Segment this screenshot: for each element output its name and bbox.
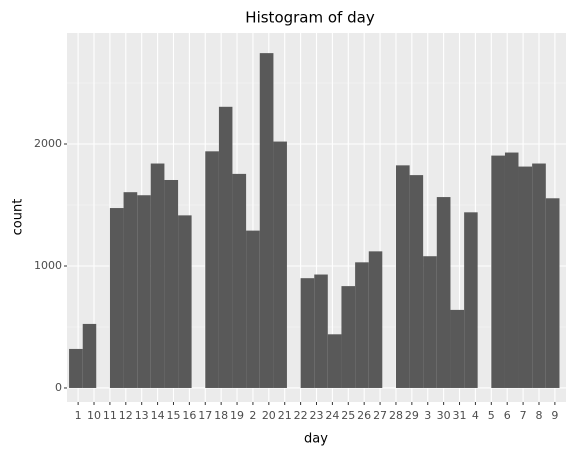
bar: [205, 151, 219, 388]
x-tick-label: 8: [535, 409, 542, 422]
y-axis-label: count: [11, 199, 26, 236]
x-tick-label: 15: [166, 409, 180, 422]
x-tick-label: 7: [520, 409, 527, 422]
x-tick-label: 30: [437, 409, 451, 422]
x-tick-label: 25: [341, 409, 355, 422]
x-tick-label: 5: [488, 409, 495, 422]
bar: [150, 163, 165, 388]
x-tick-label: 1: [75, 409, 82, 422]
bar: [300, 278, 315, 388]
bar: [532, 163, 546, 388]
bar: [355, 262, 369, 388]
chart-title: Histogram of day: [245, 9, 375, 27]
bar: [395, 165, 410, 388]
x-tick-label: 10: [87, 409, 101, 422]
bar: [436, 197, 451, 388]
bar: [164, 179, 179, 388]
bar: [450, 309, 465, 388]
y-tick-label: 0: [55, 381, 62, 394]
x-axis-label: day: [304, 432, 328, 447]
bar: [409, 175, 424, 388]
x-tick-label: 13: [135, 409, 149, 422]
x-tick-label: 21: [278, 409, 292, 422]
x-tick-label: 4: [472, 409, 479, 422]
bar: [545, 198, 560, 388]
bar: [491, 155, 505, 388]
x-tick-label: 16: [182, 409, 196, 422]
bar: [314, 274, 328, 388]
bar: [423, 256, 437, 388]
y-tick-label: 1000: [34, 259, 62, 272]
bar: [123, 192, 138, 388]
bar: [341, 286, 356, 388]
bar: [218, 106, 233, 388]
x-tick-label: 28: [389, 409, 403, 422]
x-tick-label: 24: [325, 409, 339, 422]
bar: [368, 251, 383, 388]
x-tick-label: 6: [504, 409, 511, 422]
x-tick-label: 12: [119, 409, 133, 422]
x-tick-label: 31: [453, 409, 467, 422]
x-tick-label: 29: [405, 409, 419, 422]
x-tick-label: 2: [249, 409, 256, 422]
x-tick-label: 27: [373, 409, 387, 422]
x-tick-label: 20: [262, 409, 276, 422]
bar: [464, 212, 478, 388]
bar: [109, 208, 124, 388]
x-tick-label: 9: [551, 409, 558, 422]
x-tick-label: 14: [151, 409, 165, 422]
bar: [137, 195, 151, 388]
bar: [232, 173, 247, 388]
x-tick-label: 3: [424, 409, 431, 422]
x-tick-label: 18: [214, 409, 228, 422]
x-tick-label: 23: [310, 409, 324, 422]
bar: [246, 230, 260, 388]
x-tick-label: 26: [357, 409, 371, 422]
x-tick-label: 11: [103, 409, 117, 422]
bar: [259, 53, 274, 388]
bar: [178, 215, 192, 388]
bar: [273, 141, 287, 388]
bar: [82, 323, 97, 388]
bar: [327, 334, 342, 388]
y-tick-label: 2000: [34, 137, 62, 150]
x-tick-label: 22: [294, 409, 308, 422]
bar: [518, 166, 533, 388]
x-tick-label: 19: [230, 409, 244, 422]
x-tick-label: 17: [198, 409, 212, 422]
bar: [69, 348, 83, 388]
bar: [504, 152, 519, 388]
